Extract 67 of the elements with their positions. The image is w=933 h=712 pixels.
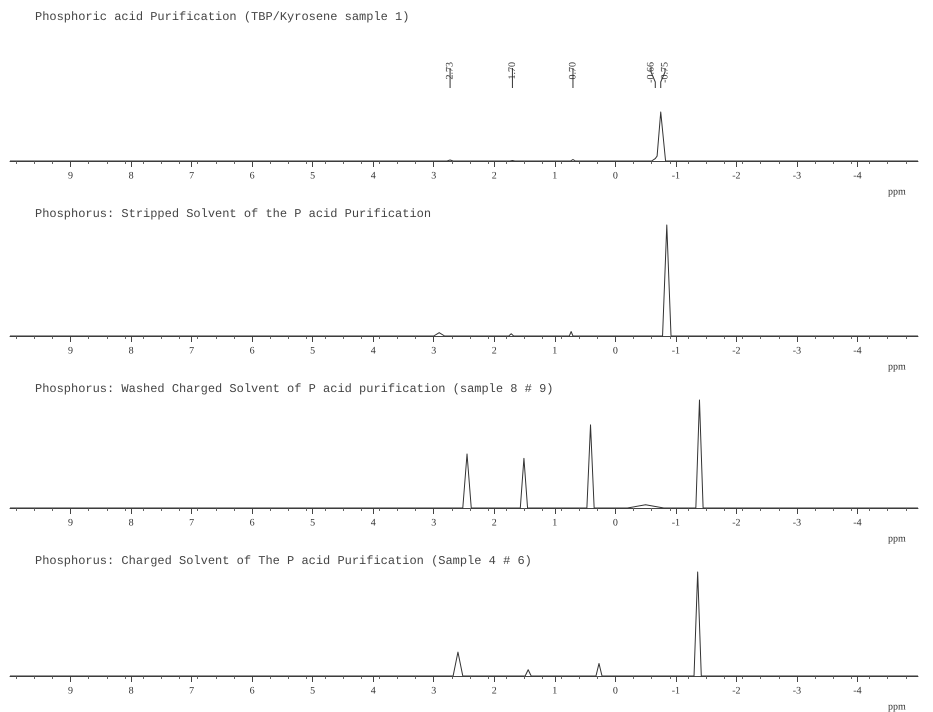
x-tick-label: -3 — [792, 518, 802, 528]
x-tick-label: 7 — [189, 170, 194, 182]
x-tick-label: 1 — [552, 518, 558, 528]
x-tick-label: 9 — [68, 686, 74, 696]
chart-title: Phosphorus: Washed Charged Solvent of P acid purification (sample 8 # 9) — [35, 382, 554, 396]
x-tick-label: 5 — [310, 518, 316, 528]
x-tick-label: 0 — [612, 518, 618, 528]
x-tick-label: 3 — [431, 518, 436, 528]
x-tick-label: 0 — [612, 170, 618, 182]
chart-title: Phosphorus: Stripped Solvent of the P acid Purification — [35, 207, 432, 221]
x-tick-label: -3 — [792, 346, 802, 356]
x-axis-title: ppm — [888, 186, 906, 198]
x-tick-label: 4 — [370, 686, 376, 696]
x-tick-label: -2 — [732, 170, 741, 182]
x-axis-title: ppm — [888, 702, 906, 712]
x-tick-label: 7 — [189, 518, 194, 528]
x-tick-label: 1 — [552, 346, 558, 356]
x-tick-label: -4 — [853, 518, 862, 528]
x-tick-label: 4 — [370, 170, 376, 182]
x-tick-label: 2 — [492, 170, 497, 182]
x-tick-label: -2 — [732, 518, 741, 528]
x-tick-label: 9 — [68, 346, 74, 356]
x-tick-label: 8 — [128, 170, 134, 182]
x-tick-label: 9 — [68, 170, 74, 182]
x-tick-label: -3 — [792, 686, 802, 696]
x-tick-label: 2 — [492, 686, 497, 696]
x-tick-label: 5 — [310, 686, 316, 696]
chart-title: Phosphoric acid Purification (TBP/Kyrosene sample 1) — [35, 10, 410, 24]
ref-line-label: 2.73 — [444, 62, 456, 80]
x-tick-label: -4 — [853, 170, 862, 182]
x-tick-label: 3 — [431, 346, 436, 356]
x-tick-label: 5 — [310, 346, 316, 356]
x-tick-label: 8 — [128, 346, 134, 356]
x-tick-label: 0 — [612, 686, 618, 696]
x-tick-label: -4 — [853, 686, 862, 696]
x-tick-label: 8 — [128, 686, 134, 696]
x-tick-label: 6 — [250, 170, 255, 182]
x-tick-label: 0 — [612, 346, 618, 356]
ref-line-label: 1.70 — [506, 62, 518, 80]
x-axis-title: ppm — [888, 534, 906, 544]
x-tick-label: 1 — [552, 170, 558, 182]
x-tick-label: -1 — [672, 686, 680, 696]
x-tick-label: 4 — [370, 518, 376, 528]
x-tick-label: 8 — [128, 518, 134, 528]
x-tick-label: 4 — [370, 346, 376, 356]
x-tick-label: 3 — [431, 170, 436, 182]
x-tick-label: -2 — [732, 346, 741, 356]
x-tick-label: -1 — [672, 518, 680, 528]
x-tick-label: 6 — [250, 686, 255, 696]
x-tick-label: 1 — [552, 686, 558, 696]
x-tick-label: -1 — [672, 170, 680, 182]
x-tick-label: 9 — [68, 518, 74, 528]
ref-line-label: 0.70 — [567, 62, 578, 80]
x-tick-label: 2 — [492, 518, 497, 528]
x-tick-label: 5 — [310, 170, 316, 182]
x-tick-label: 2 — [492, 346, 497, 356]
x-tick-label: 7 — [189, 346, 194, 356]
x-tick-label: -1 — [672, 346, 680, 356]
x-tick-label: 7 — [189, 686, 194, 696]
x-tick-label: 3 — [431, 686, 436, 696]
x-tick-label: 6 — [250, 518, 255, 528]
x-tick-label: -2 — [732, 686, 741, 696]
chart-title: Phosphorus: Charged Solvent of The P acid Purification (Sample 4 # 6) — [35, 554, 532, 568]
x-tick-label: -3 — [792, 170, 802, 182]
x-tick-label: 6 — [250, 346, 255, 356]
x-axis-title: ppm — [888, 362, 906, 372]
x-tick-label: -4 — [853, 346, 862, 356]
